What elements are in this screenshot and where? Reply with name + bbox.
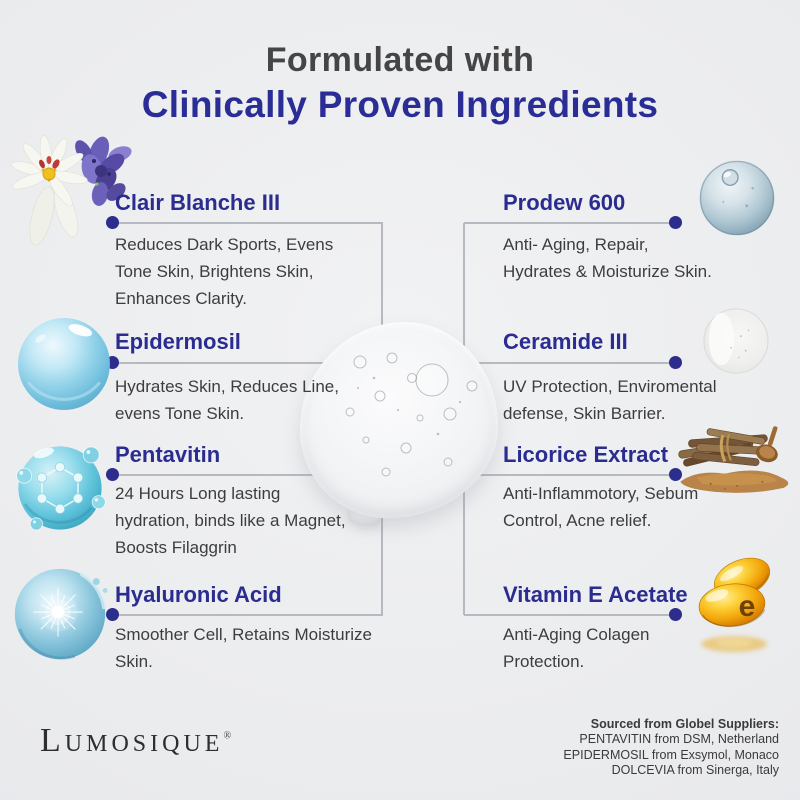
flower-icon	[10, 135, 132, 246]
blue-bubble-icon	[18, 318, 110, 410]
ingredient-description-clair-blanche: Reduces Dark Sports, Evens Tone Skin, Br…	[115, 235, 334, 308]
bullet-dot	[669, 608, 682, 621]
brand-logo-text: Lumosique	[40, 722, 224, 759]
ingredient-name-hyaluronic-acid: Hyaluronic Acid	[115, 582, 282, 607]
connector-line	[464, 474, 676, 476]
vitamin-e-letter: e	[739, 590, 756, 623]
gel-droplet-body	[300, 322, 498, 518]
ingredient-name-prodew-600: Prodew 600	[503, 190, 626, 215]
ingredient-name-clair-blanche: Clair Blanche III	[115, 190, 281, 215]
bullet-dot	[106, 608, 119, 621]
cell-sphere-icon	[14, 568, 108, 660]
ingredient-name-epidermosil: Epidermosil	[115, 329, 241, 354]
gel-droplet-image	[300, 322, 498, 526]
licorice-sticks-icon	[678, 426, 789, 493]
ingredient-description-vitamin-e: Anti-Aging Colagen Protection.	[503, 625, 650, 671]
ingredient-description-ceramide: UV Protection, Enviromental defense, Ski…	[503, 377, 717, 423]
ingredient-description-epidermosil: Hydrates Skin, Reduces Line, evens Tone …	[115, 377, 339, 423]
brand-logo: Lumosique®	[40, 722, 231, 760]
gel-bubbles	[345, 352, 478, 477]
connector-line	[113, 474, 383, 476]
bullet-dot	[106, 468, 119, 481]
suppliers-heading: Sourced from Globel Suppliers:	[590, 717, 779, 731]
molecule-sphere-icon	[16, 446, 106, 531]
suppliers-lines: PENTAVITIN from DSM, Netherland EPIDERMO…	[563, 732, 779, 777]
ingredient-description-prodew-600: Anti- Aging, Repair, Hydrates & Moisturi…	[503, 235, 712, 281]
connector-line	[464, 362, 676, 364]
bullet-dot	[106, 216, 119, 229]
title-line-1: Formulated with	[265, 41, 535, 79]
ingredient-description-pentavitin: 24 Hours Long lasting hydration, binds l…	[115, 484, 346, 557]
bullet-dot	[669, 468, 682, 481]
bullet-dot	[669, 356, 682, 369]
ingredient-name-ceramide: Ceramide III	[503, 329, 628, 354]
ceramide-disc-icon	[703, 308, 769, 374]
ingredient-description-hyaluronic-acid: Smoother Cell, Retains Moisturize Skin.	[115, 625, 372, 671]
title-line-2: Clinically Proven Ingredients	[141, 84, 659, 125]
ingredient-name-pentavitin: Pentavitin	[115, 442, 221, 467]
connector-line	[113, 222, 383, 224]
ingredient-name-vitamin-e: Vitamin E Acetate	[503, 582, 688, 607]
registered-trademark-symbol: ®	[223, 730, 232, 742]
bullet-dot	[669, 216, 682, 229]
suppliers-note: Sourced from Globel Suppliers: PENTAVITI…	[563, 716, 779, 779]
ingredient-name-licorice: Licorice Extract	[503, 442, 669, 467]
connector-line	[464, 614, 676, 616]
page-title: Formulated with Clinically Proven Ingred…	[0, 41, 800, 126]
connector-line	[113, 614, 383, 616]
vitamin-e-capsule-icon: e	[698, 557, 771, 652]
connector-line	[464, 222, 676, 224]
water-drop-sphere-icon	[699, 160, 775, 236]
ingredient-description-licorice: Anti-Inflammotory, Sebum Control, Acne r…	[503, 484, 699, 530]
connector-line	[113, 362, 383, 364]
